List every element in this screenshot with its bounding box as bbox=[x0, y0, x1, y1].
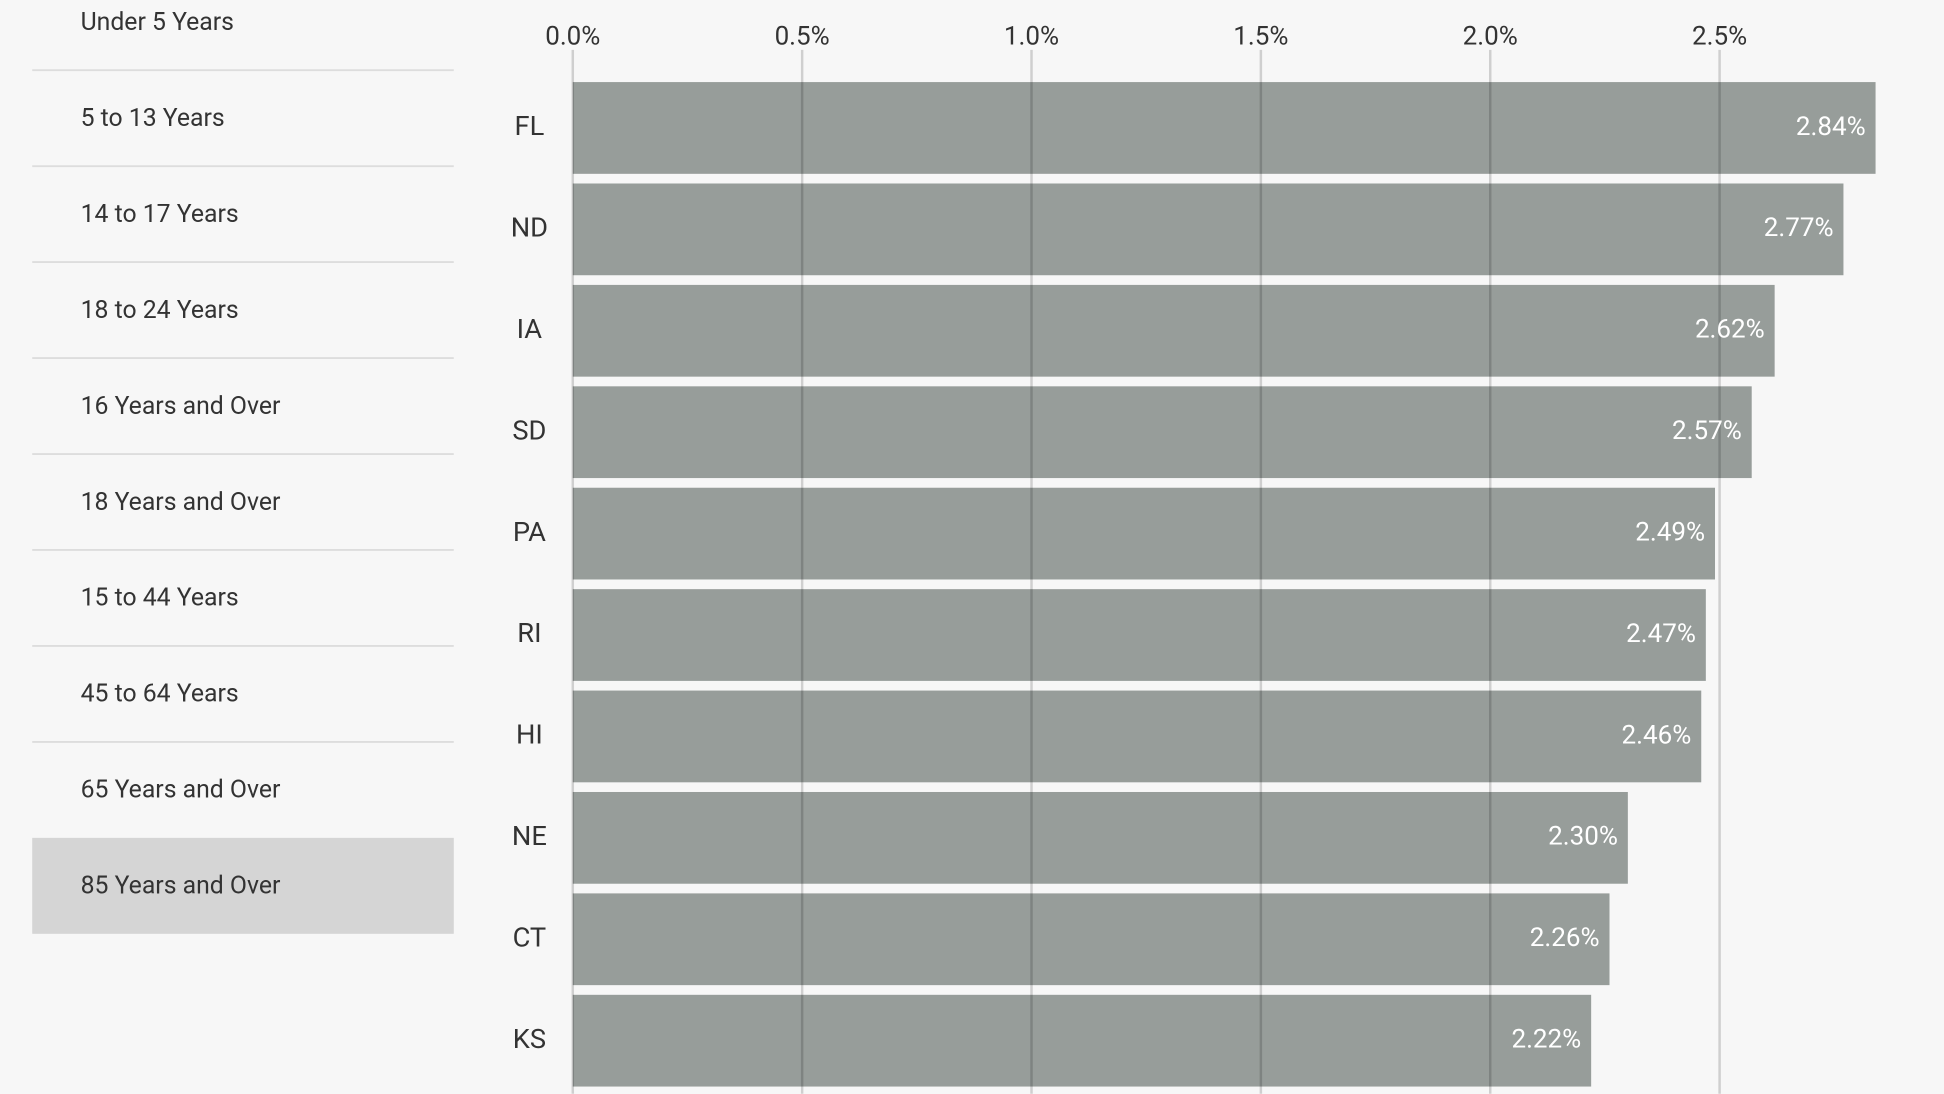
menu-item[interactable]: 45 to 64 Years bbox=[32, 645, 454, 742]
category-label: ND bbox=[511, 212, 548, 244]
menu-item[interactable]: 16 Years and Over bbox=[32, 357, 454, 454]
menu-item-label[interactable]: 16 Years and Over bbox=[81, 392, 281, 421]
bar bbox=[572, 690, 1702, 783]
menu-item-label[interactable]: 45 to 64 Years bbox=[81, 680, 239, 709]
value-label: 2.84% bbox=[1796, 112, 1866, 142]
menu-item-label[interactable]: 15 to 44 Years bbox=[81, 584, 239, 613]
menu-item-label[interactable]: 85 Years and Over bbox=[81, 872, 281, 901]
value-label: 2.62% bbox=[1695, 315, 1765, 345]
menu-item-label[interactable]: 14 to 17 Years bbox=[81, 200, 239, 229]
x-tick-label: 0.0% bbox=[545, 21, 600, 51]
menu: Under 5 Years 5 to 13 Years 14 to 17 Years… bbox=[32, 0, 454, 934]
value-label: 2.22% bbox=[1511, 1025, 1581, 1055]
x-tick-label: 2.5% bbox=[1692, 21, 1747, 51]
category-label: SD bbox=[512, 414, 546, 446]
bar bbox=[572, 589, 1706, 681]
category-label: HI bbox=[516, 719, 543, 751]
value-label: 2.26% bbox=[1530, 923, 1600, 953]
value-label: 2.49% bbox=[1635, 517, 1705, 547]
x-tick-label: 1.0% bbox=[1004, 21, 1059, 51]
category-label: CT bbox=[513, 921, 547, 953]
category-label: IA bbox=[517, 313, 543, 345]
bar bbox=[572, 82, 1876, 174]
menu-item[interactable]: 14 to 17 Years bbox=[32, 165, 454, 262]
category-label: FL bbox=[515, 110, 545, 142]
menu-item[interactable]: 18 to 24 Years bbox=[32, 261, 454, 358]
category-label: RI bbox=[517, 617, 541, 649]
category-label: NE bbox=[512, 820, 547, 852]
menu-item-label[interactable]: 5 to 13 Years bbox=[81, 104, 225, 133]
value-label: 2.77% bbox=[1764, 213, 1834, 243]
bar bbox=[572, 791, 1628, 884]
bar bbox=[572, 994, 1592, 1087]
menu-item[interactable]: Under 5 Years bbox=[32, 0, 454, 70]
menu-item[interactable]: 65 Years and Over bbox=[32, 740, 454, 838]
value-label: 2.47% bbox=[1626, 619, 1696, 649]
menu-item[interactable]: 85 Years and Over bbox=[32, 837, 454, 934]
value-label: 2.57% bbox=[1672, 416, 1742, 446]
value-label: 2.30% bbox=[1548, 822, 1618, 852]
bar bbox=[572, 487, 1716, 580]
x-tick-label: 2.0% bbox=[1463, 21, 1518, 51]
bar bbox=[572, 893, 1610, 986]
menu-item-label[interactable]: 65 Years and Over bbox=[81, 776, 281, 805]
bar bbox=[572, 284, 1775, 377]
category-label: KS bbox=[513, 1023, 546, 1055]
value-label: 2.46% bbox=[1622, 720, 1692, 750]
menu-item-background[interactable] bbox=[32, 837, 454, 934]
chart: FL ND IA SD PA RI HI NE CT KS 0.0% 0.5% 1.0% 1.5% 2.0%… bbox=[511, 21, 1876, 1094]
bar bbox=[572, 183, 1844, 276]
category-label: PA bbox=[513, 516, 546, 548]
menu-item[interactable]: 5 to 13 Years bbox=[32, 69, 454, 166]
menu-item-label[interactable]: Under 5 Years bbox=[81, 8, 234, 37]
x-tick-label: 1.5% bbox=[1233, 21, 1288, 51]
menu-item-label[interactable]: 18 to 24 Years bbox=[81, 296, 239, 325]
menu-item-label[interactable]: 18 Years and Over bbox=[81, 488, 281, 517]
menu-item[interactable]: 18 Years and Over bbox=[32, 453, 454, 550]
menu-item[interactable]: 15 to 44 Years bbox=[32, 549, 454, 646]
x-tick-label: 0.5% bbox=[775, 21, 830, 51]
bar bbox=[572, 386, 1752, 479]
